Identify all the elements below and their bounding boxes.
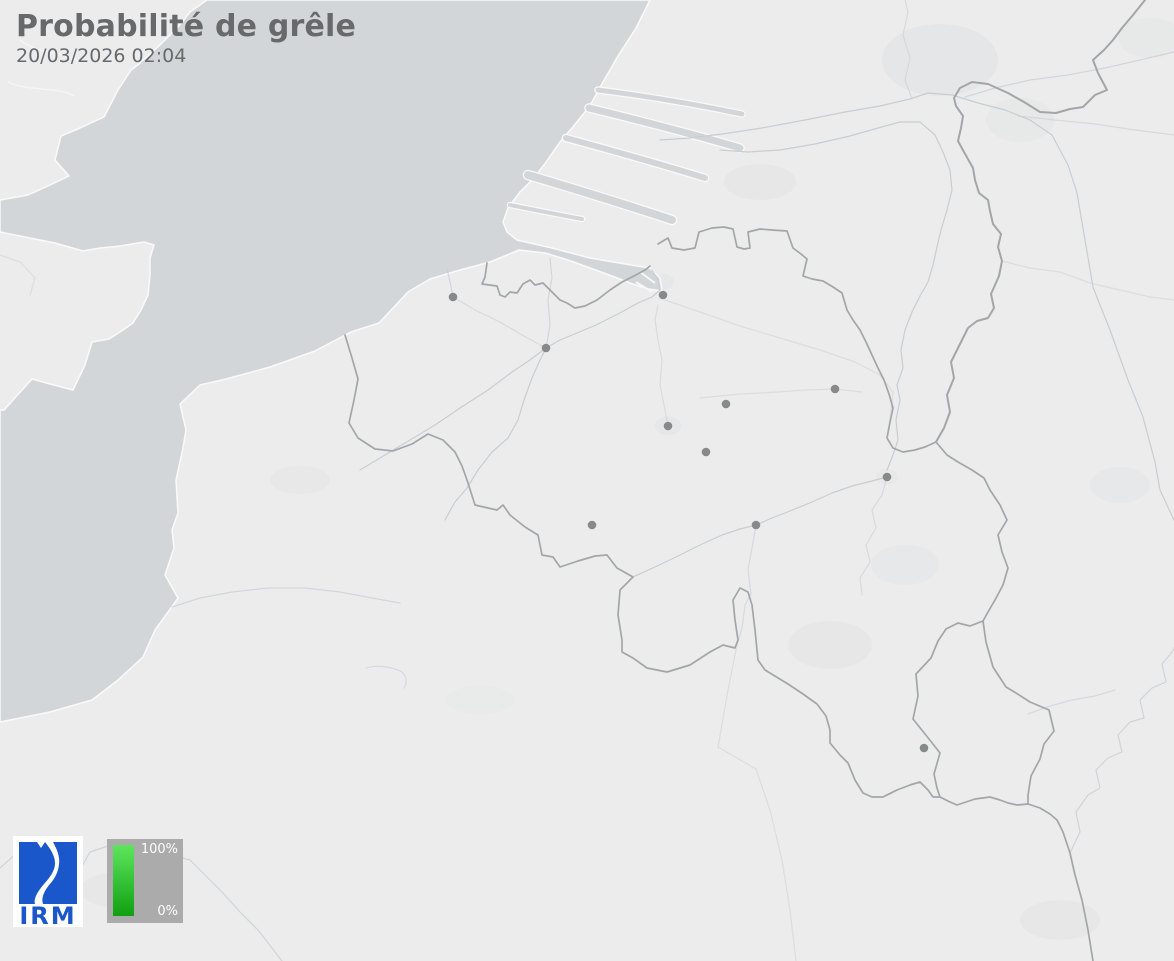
england-rivers [7,39,81,97]
city-dot [830,384,840,394]
irm-logo-text: IRM [19,902,77,930]
city-dots [448,290,929,753]
legend-max-label: 100% [140,842,178,857]
antwerp-port-docks [635,271,656,293]
delta-channels [508,87,745,224]
city-dot [541,343,551,353]
legend-min-label: 0% [157,904,178,919]
city-dot [587,520,597,530]
city-dot [919,743,929,753]
city-dot [663,421,673,431]
legend-gradient-bar [113,845,134,916]
city-dot [721,399,731,409]
probability-legend: 100% 0% [107,839,183,923]
city-dot [658,290,668,300]
city-dot [882,472,892,482]
country-borders [344,0,1146,961]
city-dot [751,520,761,530]
city-dot [701,447,711,457]
irm-logo-mark [19,842,77,904]
irm-logo: IRM [13,836,83,930]
irm-logo-swoosh-icon [19,842,77,904]
sea [0,0,663,723]
city-dot [448,292,458,302]
